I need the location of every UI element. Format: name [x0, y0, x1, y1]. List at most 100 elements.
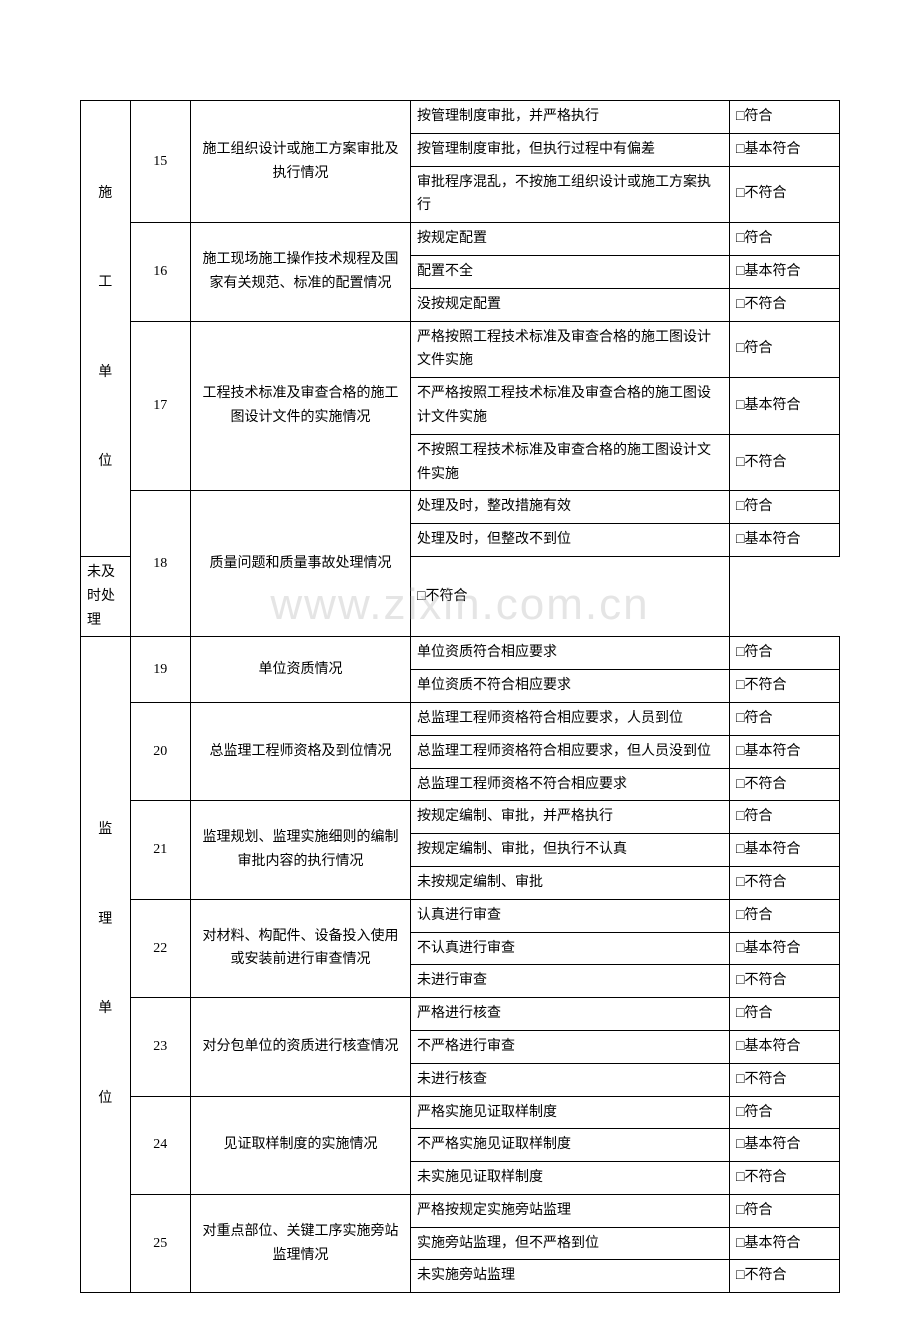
description-cell: 总监理工程师资格符合相应要求，人员到位: [411, 702, 730, 735]
status-cell: □基本符合: [730, 932, 840, 965]
status-cell: □基本符合: [730, 133, 840, 166]
status-cell: □符合: [730, 223, 840, 256]
status-cell: □符合: [730, 998, 840, 1031]
description-cell: 不严格按照工程技术标准及审查合格的施工图设计文件实施: [411, 378, 730, 435]
description-cell: 按管理制度审批，并严格执行: [411, 101, 730, 134]
description-cell: 未及时处理: [81, 556, 131, 636]
status-cell: □不符合: [730, 434, 840, 491]
description-cell: 不严格进行审查: [411, 1030, 730, 1063]
status-cell: □基本符合: [730, 735, 840, 768]
table-row: 23对分包单位的资质进行核查情况严格进行核查□符合: [81, 998, 840, 1031]
status-cell: □不符合: [730, 965, 840, 998]
description-cell: 按规定编制、审批，并严格执行: [411, 801, 730, 834]
description-cell: 按管理制度审批，但执行过程中有偏差: [411, 133, 730, 166]
item-cell: 质量问题和质量事故处理情况: [191, 491, 411, 637]
row-number: 25: [130, 1194, 191, 1292]
table-row: 施工单位15施工组织设计或施工方案审批及执行情况按管理制度审批，并严格执行□符合: [81, 101, 840, 134]
status-cell: □符合: [730, 321, 840, 378]
row-number: 17: [130, 321, 191, 491]
description-cell: 未进行审查: [411, 965, 730, 998]
status-cell: □不符合: [730, 288, 840, 321]
status-cell: □基本符合: [730, 378, 840, 435]
item-cell: 总监理工程师资格及到位情况: [191, 702, 411, 800]
status-cell: □不符合: [730, 768, 840, 801]
description-cell: 没按规定配置: [411, 288, 730, 321]
status-cell: □不符合: [730, 1260, 840, 1293]
table-row: 21监理规划、监理实施细则的编制审批内容的执行情况按规定编制、审批，并严格执行□…: [81, 801, 840, 834]
status-cell: □不符合: [411, 556, 730, 636]
description-cell: 未进行核查: [411, 1063, 730, 1096]
row-number: 16: [130, 223, 191, 321]
description-cell: 严格实施见证取样制度: [411, 1096, 730, 1129]
row-number: 24: [130, 1096, 191, 1194]
row-number: 15: [130, 101, 191, 223]
status-cell: □基本符合: [730, 834, 840, 867]
status-cell: □基本符合: [730, 1030, 840, 1063]
description-cell: 单位资质符合相应要求: [411, 637, 730, 670]
row-number: 20: [130, 702, 191, 800]
status-cell: □基本符合: [730, 1129, 840, 1162]
item-cell: 施工现场施工操作技术规程及国家有关规范、标准的配置情况: [191, 223, 411, 321]
inspection-table: 施工单位15施工组织设计或施工方案审批及执行情况按管理制度审批，并严格执行□符合…: [80, 100, 840, 1293]
description-cell: 不按照工程技术标准及审查合格的施工图设计文件实施: [411, 434, 730, 491]
status-cell: □基本符合: [730, 255, 840, 288]
item-cell: 对材料、构配件、设备投入使用或安装前进行审查情况: [191, 899, 411, 997]
row-number: 22: [130, 899, 191, 997]
item-cell: 工程技术标准及审查合格的施工图设计文件的实施情况: [191, 321, 411, 491]
row-number: 19: [130, 637, 191, 703]
item-cell: 对分包单位的资质进行核查情况: [191, 998, 411, 1096]
description-cell: 配置不全: [411, 255, 730, 288]
description-cell: 不认真进行审查: [411, 932, 730, 965]
status-cell: □基本符合: [730, 524, 840, 557]
description-cell: 审批程序混乱，不按施工组织设计或施工方案执行: [411, 166, 730, 223]
description-cell: 严格按照工程技术标准及审查合格的施工图设计文件实施: [411, 321, 730, 378]
description-cell: 不严格实施见证取样制度: [411, 1129, 730, 1162]
status-cell: □符合: [730, 1194, 840, 1227]
status-cell: □符合: [730, 801, 840, 834]
status-cell: □符合: [730, 899, 840, 932]
item-cell: 见证取样制度的实施情况: [191, 1096, 411, 1194]
item-cell: 监理规划、监理实施细则的编制审批内容的执行情况: [191, 801, 411, 899]
table-row: 20总监理工程师资格及到位情况总监理工程师资格符合相应要求，人员到位□符合: [81, 702, 840, 735]
description-cell: 未实施旁站监理: [411, 1260, 730, 1293]
status-cell: □不符合: [730, 1063, 840, 1096]
description-cell: 严格进行核查: [411, 998, 730, 1031]
item-cell: 对重点部位、关键工序实施旁站监理情况: [191, 1194, 411, 1292]
description-cell: 总监理工程师资格不符合相应要求: [411, 768, 730, 801]
table-row: 17工程技术标准及审查合格的施工图设计文件的实施情况严格按照工程技术标准及审查合…: [81, 321, 840, 378]
item-cell: 施工组织设计或施工方案审批及执行情况: [191, 101, 411, 223]
description-cell: 未实施见证取样制度: [411, 1162, 730, 1195]
description-cell: 实施旁站监理，但不严格到位: [411, 1227, 730, 1260]
table-row: 18质量问题和质量事故处理情况处理及时，整改措施有效□符合: [81, 491, 840, 524]
status-cell: □符合: [730, 491, 840, 524]
description-cell: 按规定编制、审批，但执行不认真: [411, 834, 730, 867]
status-cell: □符合: [730, 1096, 840, 1129]
description-cell: 总监理工程师资格符合相应要求，但人员没到位: [411, 735, 730, 768]
group-label: 施工单位: [81, 101, 131, 557]
status-cell: □符合: [730, 637, 840, 670]
description-cell: 处理及时，整改措施有效: [411, 491, 730, 524]
status-cell: □符合: [730, 702, 840, 735]
table-row: 25对重点部位、关键工序实施旁站监理情况严格按规定实施旁站监理□符合: [81, 1194, 840, 1227]
description-cell: 处理及时，但整改不到位: [411, 524, 730, 557]
table-row: 22对材料、构配件、设备投入使用或安装前进行审查情况认真进行审查□符合: [81, 899, 840, 932]
table-row: 24见证取样制度的实施情况严格实施见证取样制度□符合: [81, 1096, 840, 1129]
row-number: 23: [130, 998, 191, 1096]
status-cell: □不符合: [730, 166, 840, 223]
description-cell: 单位资质不符合相应要求: [411, 670, 730, 703]
item-cell: 单位资质情况: [191, 637, 411, 703]
description-cell: 严格按规定实施旁站监理: [411, 1194, 730, 1227]
row-number: 21: [130, 801, 191, 899]
table-row: 监理单位19单位资质情况单位资质符合相应要求□符合: [81, 637, 840, 670]
description-cell: 按规定配置: [411, 223, 730, 256]
status-cell: □不符合: [730, 866, 840, 899]
row-number: 18: [130, 491, 191, 637]
status-cell: □符合: [730, 101, 840, 134]
status-cell: □基本符合: [730, 1227, 840, 1260]
status-cell: □不符合: [730, 670, 840, 703]
group-label: 监理单位: [81, 637, 131, 1293]
description-cell: 未按规定编制、审批: [411, 866, 730, 899]
table-row: 16施工现场施工操作技术规程及国家有关规范、标准的配置情况按规定配置□符合: [81, 223, 840, 256]
description-cell: 认真进行审查: [411, 899, 730, 932]
status-cell: □不符合: [730, 1162, 840, 1195]
